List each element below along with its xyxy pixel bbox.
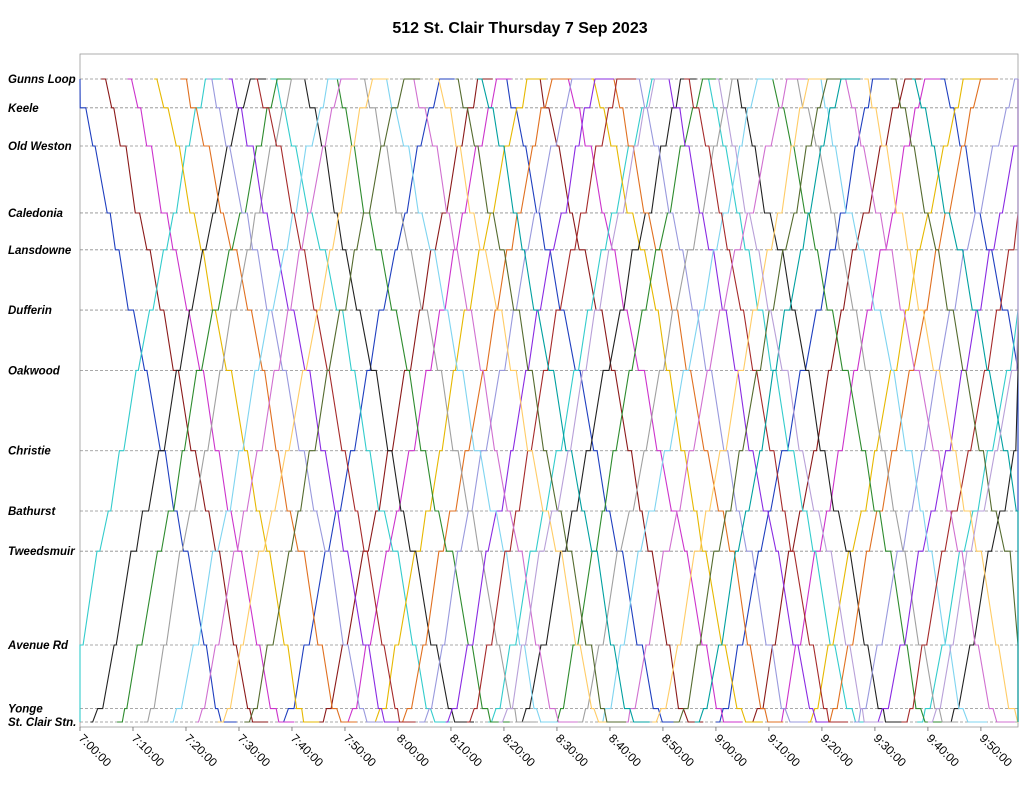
vehicle-trace bbox=[519, 78, 697, 723]
x-tick-label: 7:40:00 bbox=[288, 731, 326, 769]
x-tick-label: 9:40:00 bbox=[924, 731, 962, 769]
stop-label: Tweedsmuir bbox=[8, 546, 75, 558]
vehicle-trace bbox=[662, 78, 833, 723]
x-tick-label: 7:50:00 bbox=[341, 731, 379, 769]
vehicle-trace bbox=[694, 78, 861, 723]
vehicle-trace bbox=[816, 78, 988, 723]
stop-label: Gunns Loop bbox=[8, 74, 76, 86]
vehicle-trace bbox=[398, 78, 572, 723]
x-tick-label: 8:50:00 bbox=[659, 731, 697, 769]
x-tick-label: 8:30:00 bbox=[553, 731, 591, 769]
x-tick-label: 7:30:00 bbox=[235, 731, 273, 769]
vehicle-trace bbox=[281, 78, 455, 723]
stop-label: Yonge bbox=[8, 704, 43, 716]
vehicle-trace bbox=[180, 78, 357, 723]
x-tick-label: 7:00:00 bbox=[76, 731, 114, 769]
vehicle-trace bbox=[949, 79, 1019, 723]
stop-label: Oakwood bbox=[8, 365, 61, 377]
vehicle-trace bbox=[652, 78, 827, 723]
vehicle-trace bbox=[731, 78, 904, 723]
vehicle-trace bbox=[599, 78, 774, 723]
x-tick-label: 7:20:00 bbox=[182, 731, 220, 769]
vehicle-trace bbox=[466, 78, 637, 723]
x-tick-label: 9:00:00 bbox=[712, 731, 750, 769]
vehicle-trace bbox=[228, 78, 401, 723]
vehicle-trace bbox=[302, 78, 474, 723]
vehicle-trace bbox=[382, 78, 560, 723]
x-tick-label: 8:00:00 bbox=[394, 731, 432, 769]
vehicle-trace bbox=[715, 78, 884, 723]
vehicle-trace bbox=[456, 78, 627, 723]
x-tick-labels: 7:00:00 7:10:00 7:20:00 7:30:00 7:40:00 7:50:… bbox=[76, 727, 1015, 770]
vehicle-trace bbox=[504, 78, 679, 723]
stop-label: Avenue Rd bbox=[7, 640, 69, 652]
stop-label: Old Weston bbox=[8, 141, 72, 153]
x-tick-label: 9:30:00 bbox=[871, 731, 909, 769]
vehicle-trace bbox=[588, 78, 763, 723]
vehicle-trace bbox=[419, 78, 592, 723]
vehicle-trace bbox=[101, 78, 269, 723]
vehicle-trace bbox=[874, 79, 1019, 723]
vehicle-trace bbox=[435, 78, 618, 723]
vehicle-trace bbox=[498, 78, 671, 723]
vehicle-trace bbox=[535, 78, 704, 723]
vehicle-trace bbox=[673, 78, 844, 723]
vehicle-trace bbox=[90, 78, 266, 723]
vehicle-trace bbox=[207, 78, 383, 723]
stop-label: Caledonia bbox=[8, 208, 64, 220]
x-tick-label: 8:40:00 bbox=[606, 731, 644, 769]
vehicle-trace bbox=[143, 78, 308, 723]
vehicle-trace bbox=[154, 78, 320, 723]
vehicle-trace bbox=[747, 78, 922, 723]
vehicle-trace bbox=[127, 78, 295, 723]
vehicle-trace bbox=[117, 78, 293, 723]
vehicle-trace bbox=[477, 78, 650, 723]
stop-label: Keele bbox=[8, 103, 39, 115]
vehicle-trace bbox=[864, 78, 1019, 723]
vehicle-trace bbox=[360, 78, 536, 723]
trace-layer bbox=[79, 78, 1019, 723]
vehicle-trace bbox=[843, 78, 1015, 723]
vehicle-trace bbox=[488, 78, 670, 723]
vehicle-trace bbox=[562, 78, 743, 723]
chart-title: 512 St. Clair Thursday 7 Sep 2023 bbox=[392, 20, 648, 37]
vehicle-trace bbox=[244, 78, 421, 723]
x-tick-label: 8:20:00 bbox=[500, 731, 538, 769]
vehicle-trace bbox=[408, 78, 578, 723]
stop-label: Bathurst bbox=[8, 506, 56, 518]
vehicle-trace bbox=[578, 78, 750, 723]
vehicle-trace bbox=[901, 79, 1019, 723]
x-tick-label: 7:10:00 bbox=[129, 731, 167, 769]
x-tick-label: 9:10:00 bbox=[765, 731, 803, 769]
vehicle-trace bbox=[636, 78, 808, 723]
x-tick-label: 9:20:00 bbox=[818, 731, 856, 769]
stop-label: Dufferin bbox=[8, 305, 52, 317]
vehicle-trace bbox=[196, 78, 358, 723]
vehicle-trace bbox=[912, 78, 1019, 722]
vehicle-trace bbox=[625, 78, 806, 723]
vehicle-trace bbox=[79, 78, 237, 723]
vehicle-trace bbox=[806, 78, 982, 723]
vehicle-trace bbox=[609, 78, 784, 723]
stop-label: Christie bbox=[8, 446, 51, 458]
vehicle-trace bbox=[795, 78, 959, 723]
vehicle-trace bbox=[270, 78, 450, 723]
vehicle-trace bbox=[217, 78, 389, 723]
stop-label: St. Clair Stn. bbox=[8, 717, 76, 729]
vehicle-trace bbox=[170, 78, 344, 723]
vehicle-trace bbox=[79, 78, 221, 722]
vehicle-trace bbox=[927, 79, 1019, 723]
vehicle-trace bbox=[890, 78, 1019, 722]
vehicle-trace bbox=[551, 78, 722, 723]
stop-labels: Gunns Loop Keele Old Weston Caledonia Lansdo… bbox=[7, 74, 76, 729]
x-tick-label: 8:10:00 bbox=[447, 731, 485, 769]
x-tick-label: 9:50:00 bbox=[977, 731, 1015, 769]
stop-label: Lansdowne bbox=[8, 245, 72, 257]
vehicle-trace bbox=[371, 78, 547, 723]
